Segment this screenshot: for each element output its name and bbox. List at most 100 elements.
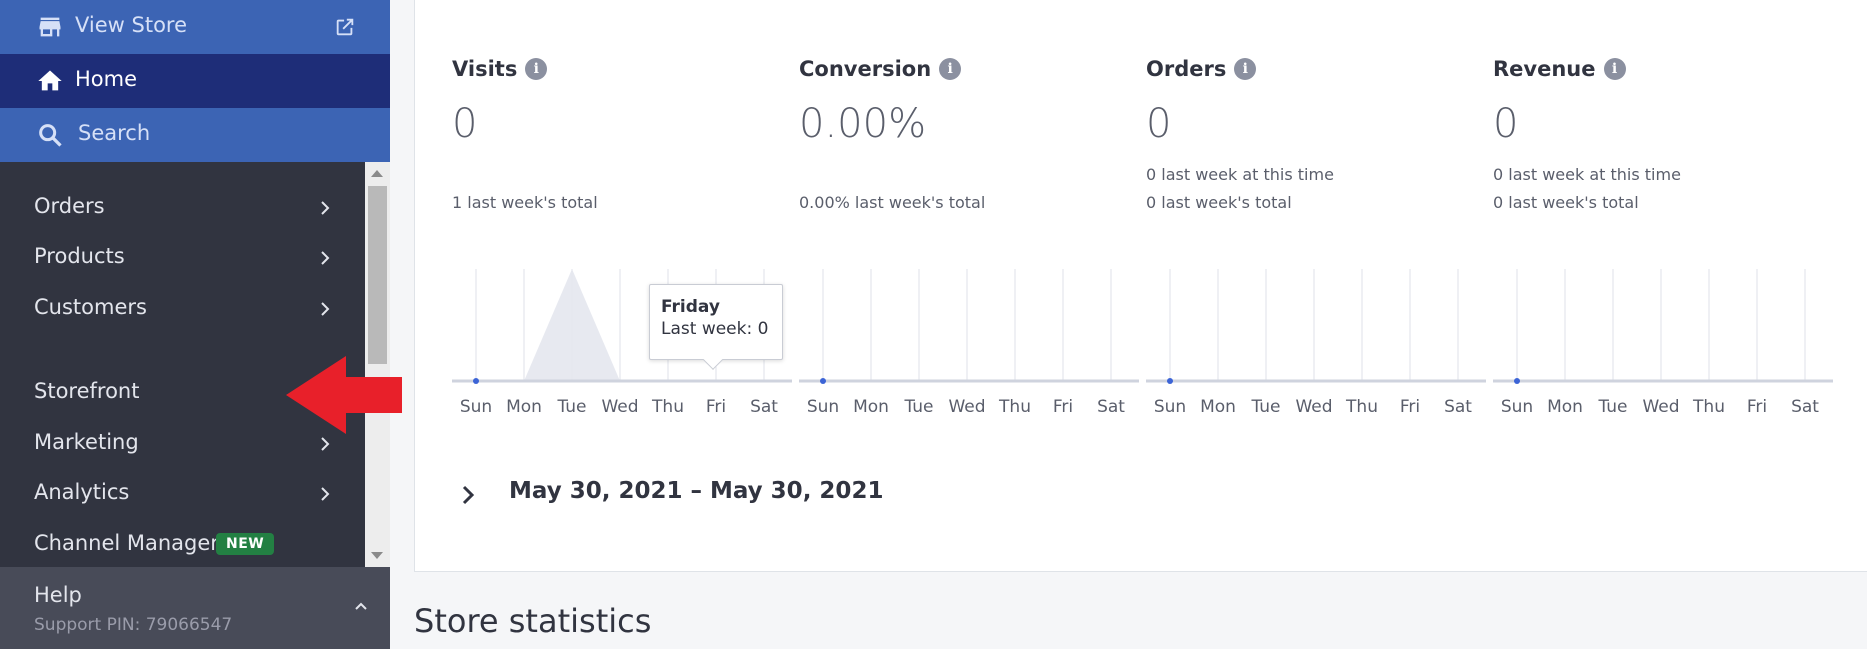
info-icon[interactable]: i <box>939 58 962 80</box>
x-tick-label: Sat <box>750 397 778 417</box>
view-store-link[interactable]: View Store <box>0 0 390 54</box>
chevron-right-icon <box>321 437 330 451</box>
sidebar: View Store Home Search Orders Products C… <box>0 0 390 649</box>
metric-name: Conversion <box>799 57 932 81</box>
new-badge: NEW <box>216 533 275 555</box>
metric-name: Orders <box>1146 57 1227 81</box>
expand-chevron-icon[interactable] <box>460 484 476 506</box>
metric-line: 0 last week at this time <box>1493 165 1681 184</box>
search-label: Search <box>78 121 151 145</box>
tooltip-day: Friday <box>661 297 720 317</box>
store-icon <box>39 17 61 37</box>
sidebar-item-label: Orders <box>34 194 105 218</box>
info-icon[interactable]: i <box>1603 58 1626 80</box>
search-link[interactable]: Search <box>0 108 390 162</box>
x-tick-label: Fri <box>1053 397 1073 417</box>
x-tick-label: Sun <box>1501 397 1533 417</box>
metric-value: 0.00% <box>799 101 927 147</box>
x-tick-label: Sun <box>460 397 492 417</box>
help-section[interactable]: Help Support PIN: 79066547 <box>0 567 390 649</box>
x-tick-label: Sat <box>1097 397 1125 417</box>
scroll-down-arrow-icon[interactable] <box>371 552 383 559</box>
data-point <box>473 378 479 384</box>
x-tick-label: Mon <box>506 397 542 417</box>
x-tick-label: Fri <box>1400 397 1420 417</box>
view-store-label: View Store <box>75 13 188 37</box>
chevron-right-icon <box>321 487 330 501</box>
home-label: Home <box>75 67 138 91</box>
x-tick-label: Wed <box>1642 397 1679 417</box>
metric-title: Revenue i <box>1493 57 1626 81</box>
external-link-icon[interactable] <box>334 16 356 38</box>
chevron-right-icon <box>321 201 330 215</box>
conversion-chart[interactable]: Sun Mon Tue Wed Thu Fri Sat <box>799 261 1139 421</box>
info-icon[interactable]: i <box>525 58 548 80</box>
sidebar-item-label: Analytics <box>34 480 130 504</box>
visits-chart[interactable]: Sun Mon Tue Wed Thu Fri Sat <box>452 261 792 421</box>
store-statistics-heading: Store statistics <box>414 602 652 640</box>
metric-title: Orders i <box>1146 57 1257 81</box>
metric-value: 0 <box>1493 101 1519 147</box>
chart-tooltip: Friday Last week: 0 <box>649 284 783 370</box>
date-range[interactable]: May 30, 2021 – May 30, 2021 <box>509 478 884 504</box>
sidebar-menu: Orders Products Customers Storefront Mar… <box>0 162 365 567</box>
metric-line: 1 last week's total <box>452 193 598 212</box>
x-tick-label: Sun <box>1154 397 1186 417</box>
metric-line: 0 last week's total <box>1146 193 1292 212</box>
x-tick-label: Thu <box>651 397 684 417</box>
home-link[interactable]: Home <box>0 54 390 108</box>
orders-chart[interactable]: Sun Mon Tue Wed Thu Fri Sat <box>1146 261 1486 421</box>
sidebar-item-customers[interactable]: Customers <box>0 285 365 333</box>
x-tick-label: Sat <box>1791 397 1819 417</box>
x-tick-label: Tue <box>1250 397 1280 417</box>
sidebar-item-channel-manager[interactable]: Channel Manager NEW <box>0 521 365 569</box>
sidebar-item-analytics[interactable]: Analytics <box>0 470 365 518</box>
metric-name: Revenue <box>1493 57 1596 81</box>
x-tick-label: Mon <box>1547 397 1583 417</box>
chevron-up-icon[interactable] <box>354 601 368 611</box>
search-icon <box>39 124 62 147</box>
x-tick-label: Tue <box>903 397 933 417</box>
metric-title: Visits i <box>452 57 548 81</box>
sidebar-item-label: Marketing <box>34 430 139 454</box>
x-tick-label: Wed <box>948 397 985 417</box>
revenue-chart[interactable]: Sun Mon Tue Wed Thu Fri Sat <box>1493 261 1833 421</box>
x-tick-label: Mon <box>853 397 889 417</box>
metric-line: 0.00% last week's total <box>799 193 986 212</box>
sidebar-item-storefront[interactable]: Storefront <box>0 369 365 417</box>
data-point <box>820 378 826 384</box>
x-tick-label: Tue <box>556 397 586 417</box>
info-icon[interactable]: i <box>1234 58 1257 80</box>
sidebar-item-products[interactable]: Products <box>0 234 365 282</box>
sidebar-item-marketing[interactable]: Marketing <box>0 420 365 468</box>
metric-value: 0 <box>452 101 478 147</box>
x-tick-label: Tue <box>1597 397 1627 417</box>
x-tick-label: Thu <box>1692 397 1725 417</box>
x-tick-label: Sun <box>807 397 839 417</box>
data-point <box>1167 378 1173 384</box>
red-arrow-annotation <box>286 356 402 434</box>
x-tick-label: Thu <box>1345 397 1378 417</box>
metric-name: Visits <box>452 57 518 81</box>
tooltip-text: Last week: 0 <box>661 319 769 339</box>
scrollbar-thumb[interactable] <box>368 186 387 364</box>
chevron-right-icon <box>321 251 330 265</box>
x-tick-label: Wed <box>1295 397 1332 417</box>
x-tick-label: Wed <box>601 397 638 417</box>
scroll-up-arrow-icon[interactable] <box>371 170 383 177</box>
sidebar-scrollbar[interactable] <box>365 162 390 567</box>
x-tick-label: Mon <box>1200 397 1236 417</box>
sidebar-item-label: Customers <box>34 295 147 319</box>
sidebar-item-label: Products <box>34 244 125 268</box>
metric-title: Conversion i <box>799 57 962 81</box>
x-tick-label: Thu <box>998 397 1031 417</box>
sidebar-item-label: Channel Manager <box>34 531 219 555</box>
metric-line: 0 last week at this time <box>1146 165 1334 184</box>
chevron-right-icon <box>321 302 330 316</box>
x-tick-label: Fri <box>1747 397 1767 417</box>
home-icon <box>38 70 62 91</box>
x-tick-label: Sat <box>1444 397 1472 417</box>
data-point <box>1514 378 1520 384</box>
metric-value: 0 <box>1146 101 1172 147</box>
sidebar-item-orders[interactable]: Orders <box>0 184 365 232</box>
